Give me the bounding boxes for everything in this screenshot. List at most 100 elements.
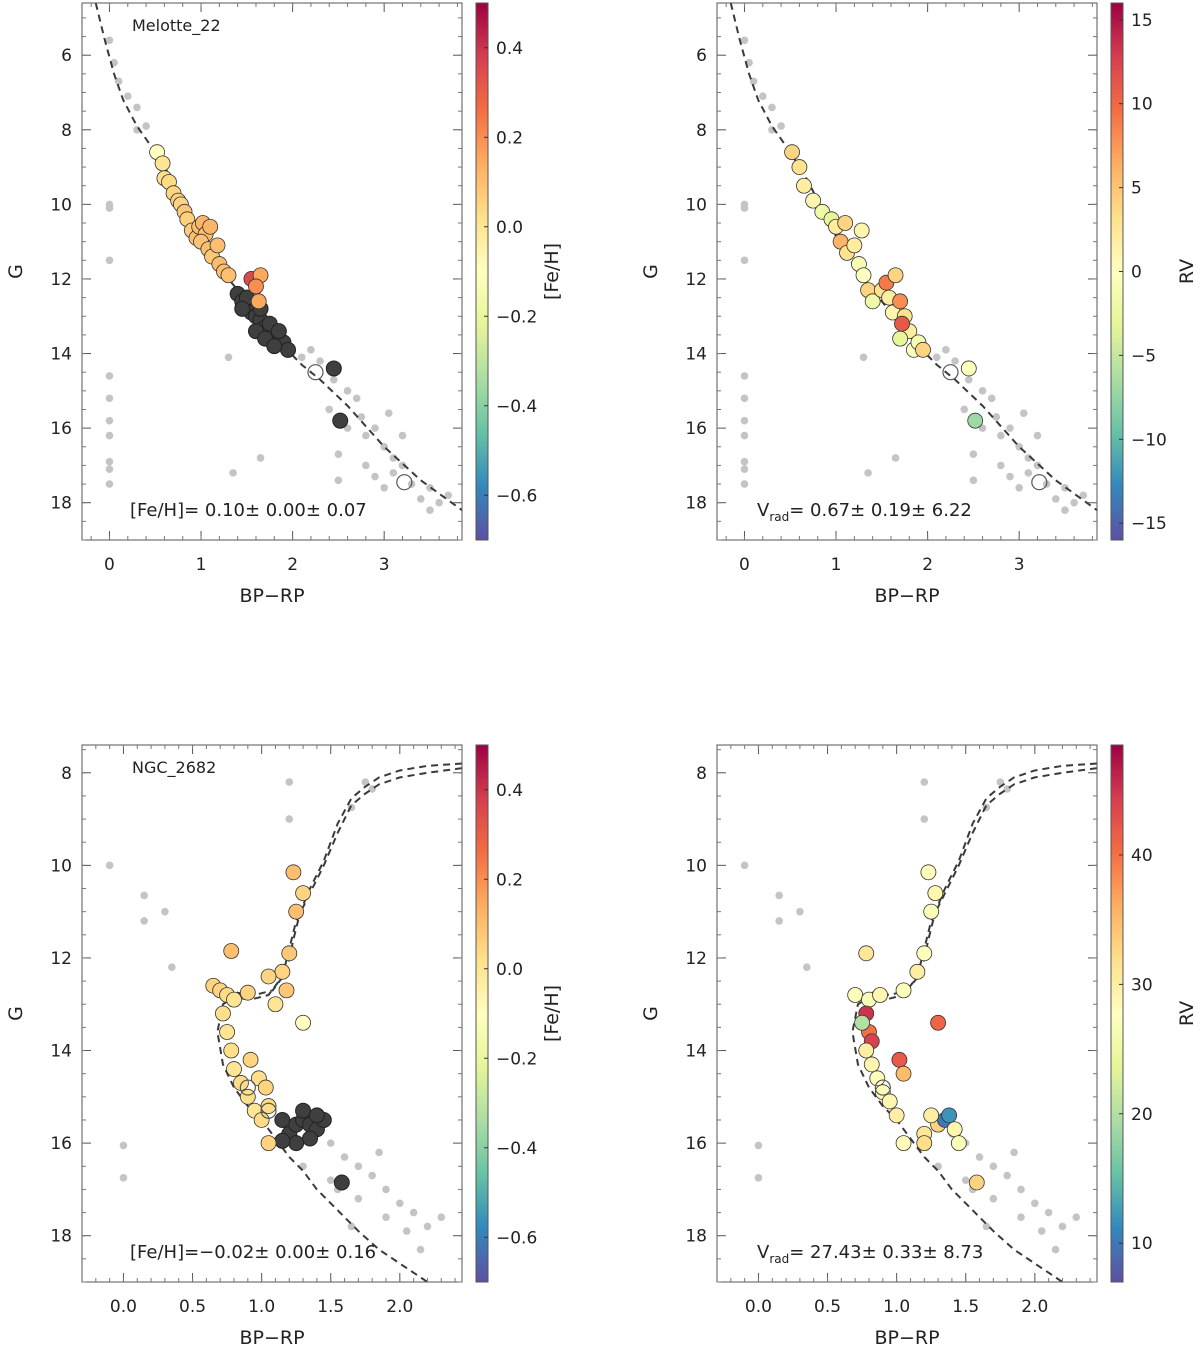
summary-annotation: Vrad= 27.43± 0.33± 8.73 <box>757 1242 983 1266</box>
y-tick-label: 12 <box>50 949 72 969</box>
member-colored-point <box>916 1135 933 1152</box>
member-colored-point <box>257 1079 274 1096</box>
member-open-point <box>1031 474 1048 491</box>
colorbar: 0.4 0.2 0.0 −0.2 −0.4 −0.6 [Fe/H] <box>475 744 563 1283</box>
field-star-point <box>740 431 749 440</box>
field-star-point <box>997 461 1005 470</box>
member-colored-point <box>791 159 808 175</box>
field-star-point <box>992 413 1001 421</box>
isochrone-line-2 <box>236 762 462 996</box>
member-colored-point <box>274 963 291 980</box>
member-colored-point <box>888 1107 905 1124</box>
member-colored-point <box>916 945 933 962</box>
field-star-point <box>920 778 929 786</box>
x-tick-label: 1.0 <box>248 1297 275 1317</box>
isochrone-line <box>216 767 462 1282</box>
member-colored-point <box>960 360 977 377</box>
summary-annotation: Vrad= 0.67± 0.19± 6.22 <box>757 500 972 524</box>
member-colored-point <box>858 1042 875 1059</box>
field-star-point <box>989 1162 998 1171</box>
field-star-point <box>978 387 987 395</box>
field-star-point <box>775 917 783 925</box>
field-star-point <box>997 431 1005 440</box>
field-star-point <box>105 861 114 870</box>
x-tick-label: 1.5 <box>952 1297 979 1317</box>
x-tick-label: 2 <box>922 555 933 575</box>
field-star-point <box>975 1153 984 1161</box>
axes-frame <box>716 744 1098 1283</box>
member-colored-point <box>239 1088 256 1105</box>
field-star-point <box>375 1148 383 1157</box>
colorbar-tick-label: 10 <box>1131 1234 1153 1254</box>
field-star-point <box>105 416 114 425</box>
member-colored-point <box>941 1107 958 1124</box>
axes-frame <box>81 744 463 1283</box>
x-tick-label: 1 <box>831 555 842 575</box>
field-star-point <box>347 1222 356 1231</box>
annotation-subscript: rad <box>769 1252 789 1266</box>
field-star-point <box>740 416 749 425</box>
field-star-point <box>423 1222 432 1231</box>
field-star-point <box>951 357 959 365</box>
field-star-point <box>969 476 978 485</box>
y-tick-label: 14 <box>685 1042 707 1062</box>
field-star-point <box>740 372 749 380</box>
y-tick-label: 8 <box>61 121 72 141</box>
field-star-point <box>105 204 114 212</box>
member-no-value-point <box>288 1135 305 1152</box>
field-star-point <box>754 1141 763 1150</box>
y-tick-label: 6 <box>696 46 707 66</box>
field-star-point <box>749 77 758 86</box>
member-colored-point <box>920 864 937 881</box>
field-star-point <box>229 469 237 477</box>
field-star-point <box>1017 1185 1025 1194</box>
member-colored-point <box>967 412 984 429</box>
cluster-name: NGC_2682 <box>132 758 216 778</box>
y-tick-label: 16 <box>685 1134 707 1154</box>
y-tick-label: 12 <box>50 270 72 290</box>
field-star-point <box>1017 1213 1025 1221</box>
field-star-point <box>435 498 443 507</box>
annotation-prefix: V <box>757 500 770 521</box>
field-star-point <box>307 346 315 354</box>
member-no-value-point <box>325 360 342 377</box>
member-colored-point <box>923 1107 940 1124</box>
member-open-point <box>260 1102 277 1119</box>
y-tick-label: 16 <box>685 419 707 439</box>
member-no-value-point <box>332 412 349 429</box>
field-star-point <box>1033 461 1042 470</box>
member-colored-point <box>215 1005 231 1022</box>
colorbar-gradient <box>475 2 489 541</box>
x-axis: 0 1 2 3 <box>725 3 1093 575</box>
field-star-point <box>1033 431 1042 440</box>
field-star-point <box>285 778 294 786</box>
member-colored-point <box>864 293 881 310</box>
colorbar-tick-label: 40 <box>1131 846 1153 866</box>
x-axis-label: BP−RP <box>239 1327 304 1349</box>
colorbar-tick-label: −0.2 <box>496 307 537 327</box>
y-axis: 8 10 12 14 16 18 <box>685 749 1097 1283</box>
x-tick-label: 2.0 <box>386 1297 413 1317</box>
field-star-point <box>982 1222 991 1231</box>
field-star-point <box>325 405 334 414</box>
field-star-point <box>382 1213 390 1221</box>
colorbar-label: RV <box>1176 1001 1198 1026</box>
field-star-point <box>368 1171 376 1180</box>
member-no-value-point <box>274 1111 291 1128</box>
y-tick-label: 10 <box>685 856 707 876</box>
y-axis-label: G <box>5 264 27 279</box>
field-star-point <box>354 1194 363 1203</box>
member-colored-point <box>288 903 305 920</box>
colorbar-tick-label: −0.4 <box>496 397 537 417</box>
field-star-point <box>285 815 294 823</box>
member-colored-point <box>220 267 237 284</box>
member-colored-point <box>209 237 226 254</box>
member-colored-point <box>915 341 931 358</box>
member-colored-point <box>226 1061 242 1077</box>
plot-area <box>740 762 1097 1282</box>
member-colored-point <box>927 885 944 902</box>
field-star-point <box>326 1139 335 1147</box>
field-star-point <box>932 353 941 362</box>
